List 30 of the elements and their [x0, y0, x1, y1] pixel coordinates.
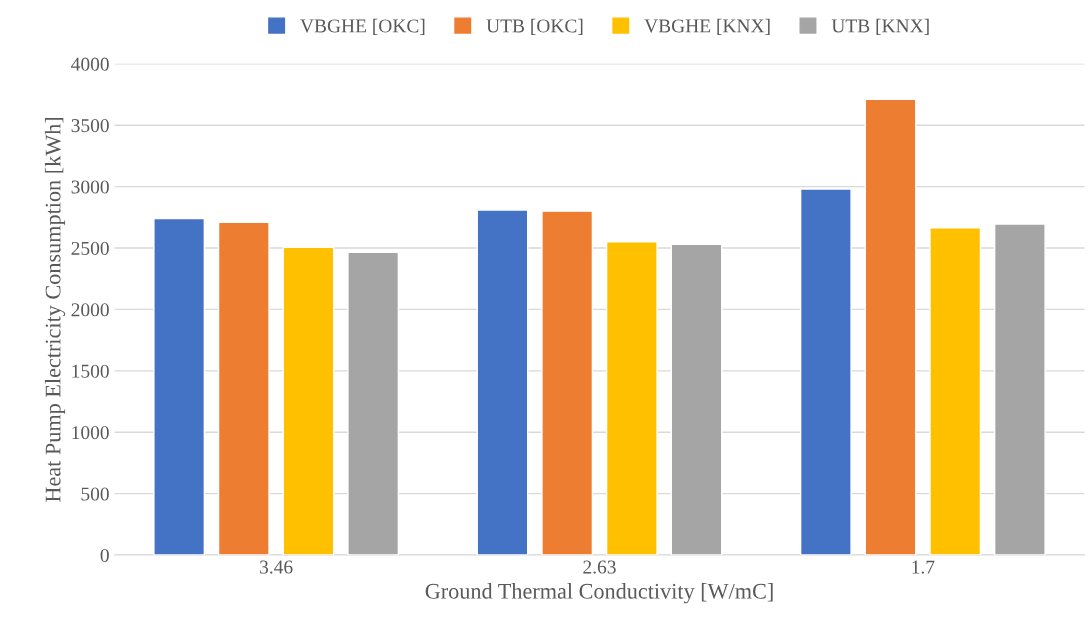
x-tick-label: 2.63 [583, 560, 616, 574]
y-tick-label: 2000 [71, 303, 109, 317]
bar [282, 246, 335, 556]
y-tick-label: 0 [100, 548, 109, 562]
bar [347, 251, 400, 556]
bar [217, 221, 270, 556]
bar [153, 217, 206, 556]
legend-label: VBGHE [OKC] [300, 18, 425, 35]
bar [605, 241, 658, 556]
y-tick-label: 3500 [71, 119, 109, 133]
bar [799, 188, 852, 556]
y-tick-label: 2500 [71, 241, 109, 255]
legend-label: UTB [OKC] [486, 18, 583, 35]
y-tick-label: 500 [81, 487, 109, 501]
legend-label: VBGHE [KNX] [644, 18, 770, 35]
x-tick-label: 3.46 [260, 560, 293, 574]
bar [993, 223, 1046, 556]
x-tick-label: 1.7 [912, 560, 935, 574]
bar [864, 98, 917, 556]
x-axis-title: Ground Thermal Conductivity [W/mC] [425, 583, 773, 604]
y-tick-label: 4000 [71, 57, 109, 71]
legend-label: UTB [KNX] [831, 18, 929, 35]
bar [929, 227, 982, 556]
bar [670, 243, 723, 556]
y-tick-label: 1000 [72, 426, 109, 440]
bar [541, 210, 594, 556]
y-axis-title: Heat Pump Electricity Consumption [kWh] [44, 117, 66, 502]
bar [476, 209, 529, 556]
y-tick-label: 1500 [72, 364, 109, 378]
y-tick-label: 3000 [71, 180, 109, 194]
